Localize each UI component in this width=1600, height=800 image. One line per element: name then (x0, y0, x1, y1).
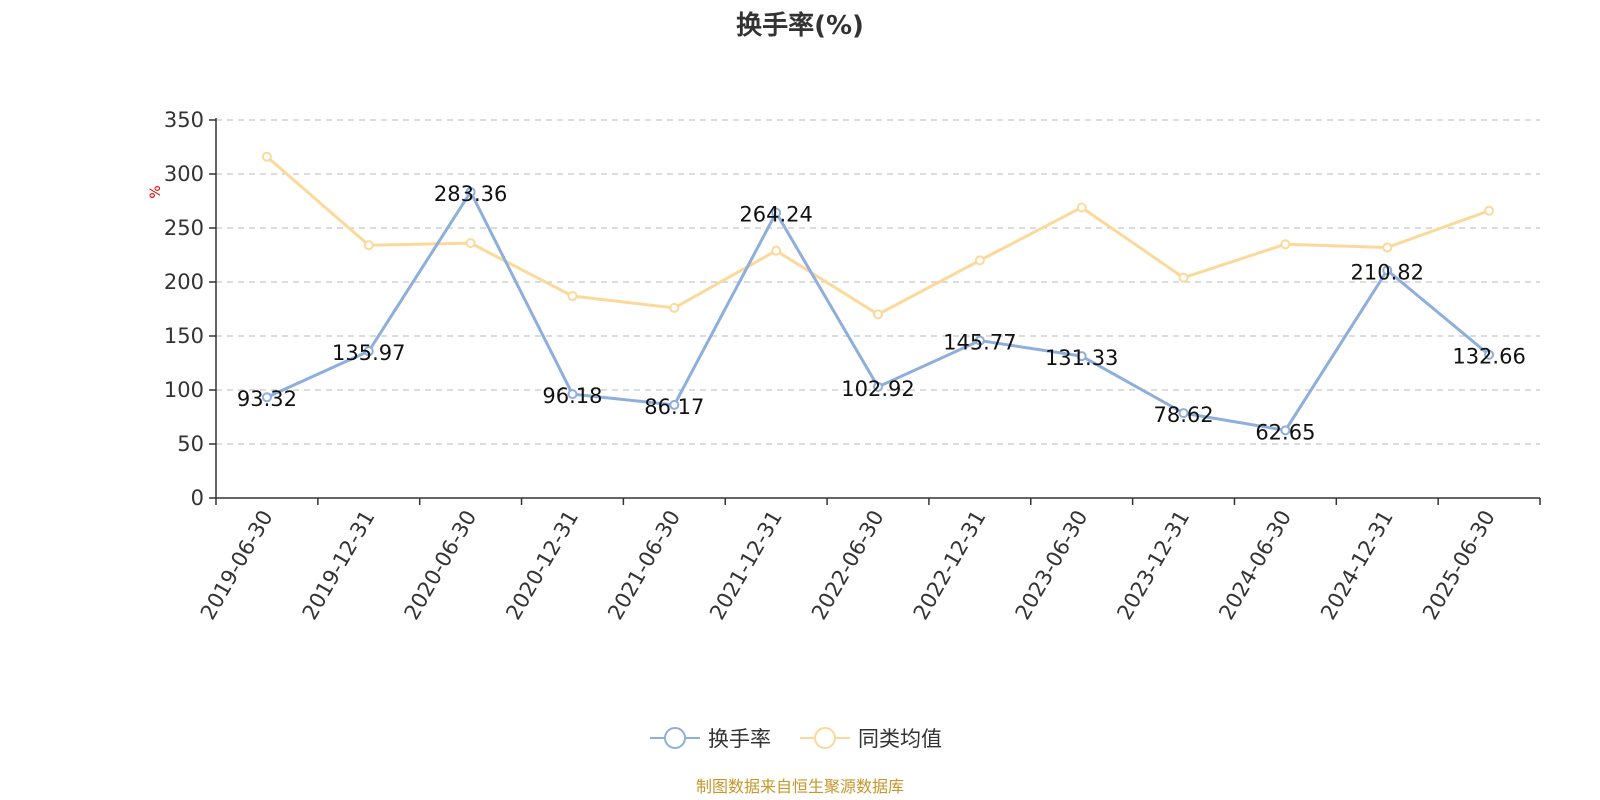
data-label: 93.32 (237, 387, 297, 411)
data-point (771, 245, 782, 256)
legend-item-1[interactable]: 同类均值 (800, 727, 942, 751)
y-tick-label: 100 (164, 378, 204, 402)
data-label: 135.97 (332, 341, 405, 365)
y-tick-label: 350 (164, 108, 204, 132)
data-point (974, 335, 985, 346)
data-labels: 93.32 135.97 283.36 96.18 86.17 264.24 102.92 1… (237, 182, 1526, 444)
data-point (1178, 272, 1189, 283)
data-label: 96.18 (542, 384, 602, 408)
y-tick-label: 0 (191, 486, 204, 510)
data-point (1484, 205, 1495, 216)
data-point (974, 255, 985, 266)
data-point (567, 389, 578, 400)
data-point (1178, 408, 1189, 419)
data-point (1280, 239, 1291, 250)
data-point (873, 381, 883, 392)
series-lines (261, 151, 1495, 436)
data-label: 264.24 (739, 203, 812, 227)
y-tick-label: 150 (164, 324, 204, 348)
data-label: 78.62 (1153, 403, 1213, 427)
data-point (261, 392, 272, 403)
x-tick-label: 2019-06-30 (196, 506, 278, 624)
data-point (771, 207, 782, 218)
data-point (465, 186, 476, 197)
y-tick-label: 300 (164, 162, 204, 186)
data-label: 86.17 (644, 395, 704, 419)
data-label: 210.82 (1350, 260, 1423, 284)
data-point (1280, 425, 1291, 436)
data-label: 145.77 (943, 331, 1016, 355)
grid-lines (216, 119, 1540, 445)
data-label: 131.33 (1045, 346, 1118, 370)
legend[interactable]: 换手率 同类均值 (650, 727, 942, 751)
y-tick-label: 200 (164, 270, 204, 294)
data-point (261, 151, 272, 162)
data-label: 132.66 (1452, 345, 1525, 369)
data-point (1484, 349, 1495, 360)
y-axis-unit: % (148, 185, 164, 198)
x-tick-label: 2021-12-31 (705, 506, 787, 624)
x-tick-label: 2020-06-30 (400, 506, 482, 624)
x-tick-label: 2023-12-31 (1112, 506, 1194, 624)
data-label: 283.36 (434, 182, 507, 206)
legend-circle-icon (814, 727, 836, 749)
data-point (567, 291, 578, 302)
x-tick-label: 2022-06-30 (807, 506, 889, 624)
chart-title: 换手率(%) (736, 10, 864, 41)
legend-label: 换手率 (708, 727, 771, 751)
y-tick-label: 250 (164, 216, 204, 240)
x-tick-label: 2020-12-31 (501, 506, 583, 624)
x-tick-label: 2023-06-30 (1011, 506, 1093, 624)
x-tick-label: 2024-06-30 (1214, 506, 1296, 624)
data-point (669, 302, 680, 313)
data-point (669, 399, 680, 410)
data-point (363, 240, 374, 251)
data-label: 62.65 (1255, 420, 1315, 444)
legend-item-0[interactable]: 换手率 (650, 727, 771, 751)
x-tick-label: 2022-12-31 (909, 506, 991, 624)
data-point (1076, 351, 1087, 362)
x-tick-label: 2019-12-31 (298, 506, 380, 624)
x-tick-label: 2021-06-30 (603, 506, 685, 624)
data-point (873, 309, 883, 320)
series-0 (261, 186, 1495, 436)
data-point (1076, 202, 1087, 213)
legend-label: 同类均值 (858, 727, 942, 751)
legend-circle-icon (664, 727, 686, 749)
x-tick-label: 2025-06-30 (1418, 506, 1500, 624)
y-tick-label: 50 (177, 432, 204, 456)
data-point (1382, 242, 1393, 253)
data-point (465, 238, 476, 249)
x-tick-label: 2024-12-31 (1316, 506, 1398, 624)
series-1 (261, 151, 1495, 320)
data-source-note: 制图数据来自恒生聚源数据库 (696, 777, 904, 796)
axes: 0 50 100 150 200 250 300 350 2019-06-30 2019-12-3… (164, 108, 1541, 624)
data-point (363, 346, 374, 357)
data-label: 102.92 (841, 377, 914, 401)
data-point (1382, 265, 1393, 276)
series-line (265, 155, 1490, 316)
